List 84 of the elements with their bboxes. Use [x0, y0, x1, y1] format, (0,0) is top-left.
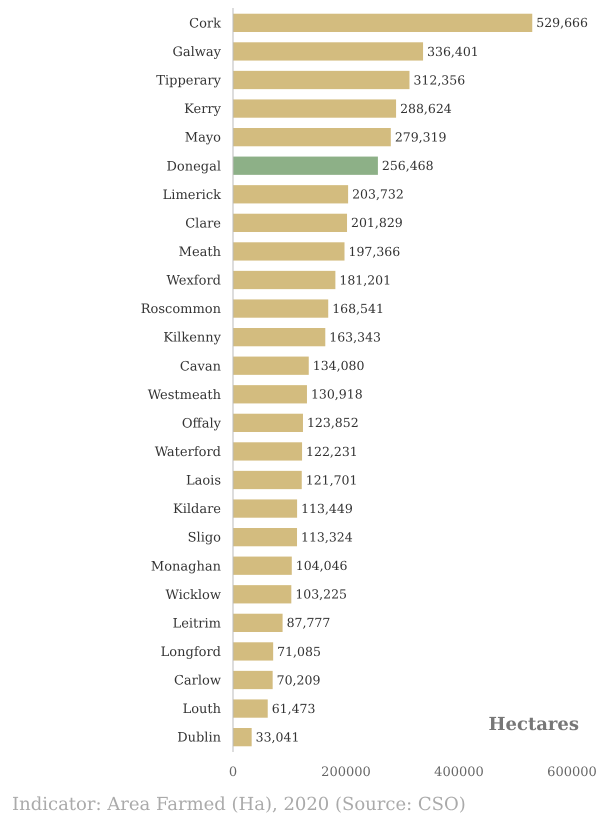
bar	[233, 242, 345, 261]
data-label: 336,401	[427, 44, 479, 59]
y-tick-label: Monaghan	[150, 559, 222, 574]
y-tick-label: Sligo	[188, 530, 222, 546]
bar	[233, 699, 268, 718]
data-label: 279,319	[394, 130, 447, 145]
y-tick-label: Louth	[182, 702, 222, 718]
x-tick-label: 200000	[321, 765, 371, 780]
data-label: 103,225	[295, 586, 348, 602]
y-tick-label: Meath	[178, 244, 222, 260]
bar	[233, 356, 309, 375]
data-label: 163,343	[329, 330, 382, 345]
data-label: 123,852	[306, 415, 359, 430]
bar	[233, 14, 532, 32]
bar	[233, 470, 302, 490]
data-label: 122,231	[306, 444, 358, 459]
y-tick-label: Mayo	[184, 130, 222, 146]
data-label: 529,666	[536, 15, 588, 30]
y-tick-label: Cork	[189, 16, 222, 32]
y-tick-label: Laois	[186, 474, 221, 489]
data-label: 130,918	[310, 386, 363, 402]
bar	[233, 214, 348, 232]
y-tick-label: Galway	[172, 44, 222, 60]
bar	[233, 328, 326, 346]
data-label: 256,468	[382, 158, 434, 174]
data-label: 203,732	[352, 186, 404, 202]
data-label: 181,201	[339, 272, 392, 288]
y-tick-label: Cavan	[180, 359, 222, 374]
y-tick-label: Kildare	[172, 502, 222, 518]
y-tick-label: Roscommon	[140, 302, 222, 318]
data-label: 168,541	[332, 300, 384, 316]
y-tick-label: Dublin	[177, 730, 222, 746]
bar	[233, 614, 283, 632]
bar	[233, 528, 298, 546]
y-tick-label: Kerry	[184, 102, 222, 118]
data-label: 113,324	[301, 530, 353, 545]
bar	[233, 499, 298, 518]
data-label: 70,209	[276, 672, 320, 688]
data-label: 197,366	[348, 244, 400, 259]
y-tick-label: Kilkenny	[163, 330, 222, 346]
bar	[233, 670, 273, 690]
bar	[233, 585, 292, 604]
y-tick-label: Tipperary	[156, 74, 222, 89]
y-tick-label: Wexford	[166, 274, 221, 289]
bar	[233, 128, 391, 146]
bar	[233, 299, 328, 318]
bar	[233, 385, 307, 404]
y-tick-label: Wicklow	[165, 588, 221, 603]
bar	[233, 99, 396, 118]
x-tick-label: 400000	[434, 765, 484, 780]
data-label: 134,080	[312, 358, 364, 374]
data-label: 113,449	[301, 500, 353, 516]
bar	[233, 642, 274, 661]
data-label: 121,701	[306, 472, 358, 488]
data-label: 33,041	[256, 730, 300, 745]
data-label: 87,777	[286, 615, 330, 630]
data-label: 71,085	[277, 644, 321, 659]
x-tick-label: 600000	[547, 765, 597, 780]
y-tick-label: Waterford	[154, 444, 221, 460]
y-tick-label: Leitrim	[172, 616, 221, 632]
data-label: 201,829	[351, 215, 403, 230]
data-label: 61,473	[272, 700, 316, 716]
x-tick-label: 0	[228, 765, 238, 780]
bar	[233, 42, 424, 61]
y-tick-label: Clare	[185, 216, 222, 232]
bar	[233, 270, 336, 290]
data-label: 288,624	[400, 100, 452, 116]
data-label: 104,046	[296, 558, 348, 574]
bar	[233, 556, 292, 575]
y-tick-label: Offaly	[182, 416, 222, 432]
y-tick-label: Carlow	[174, 674, 221, 689]
data-label: 312,356	[413, 72, 466, 88]
y-tick-label: Donegal	[166, 159, 221, 174]
text: Indicator: Area Farmed (Ha), 2020 (Source: CSO)	[12, 794, 466, 815]
y-tick-label: Longford	[160, 644, 221, 660]
bar	[233, 156, 378, 175]
annotation: Hectares	[488, 714, 579, 735]
bar	[233, 185, 348, 204]
y-tick-label: Westmeath	[148, 388, 222, 403]
bar	[233, 70, 410, 90]
y-tick-label: Limerick	[162, 188, 222, 203]
bar	[233, 414, 303, 432]
bar	[233, 442, 302, 461]
bar	[233, 728, 252, 746]
